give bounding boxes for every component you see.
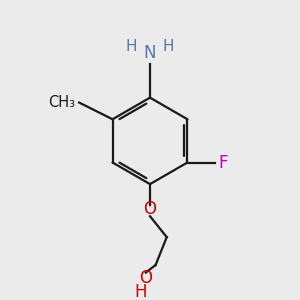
Text: O: O [139, 268, 152, 286]
Text: H: H [134, 283, 146, 300]
Text: O: O [143, 200, 157, 218]
Text: H: H [163, 38, 174, 53]
Text: CH₃: CH₃ [48, 95, 75, 110]
Text: H: H [126, 38, 137, 53]
Text: N: N [144, 44, 156, 62]
Text: F: F [218, 154, 228, 172]
